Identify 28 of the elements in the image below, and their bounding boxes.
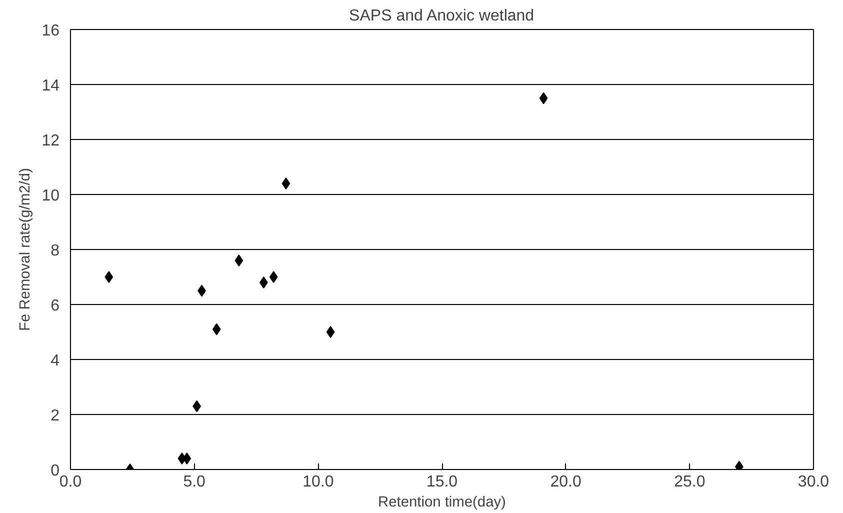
x-tick-label: 20.0 <box>550 474 582 490</box>
y-tick-label: 4 <box>50 352 60 370</box>
point <box>269 271 278 283</box>
x-tick-label: 0.0 <box>59 474 82 490</box>
y-tick-label: 8 <box>50 242 60 260</box>
point <box>182 452 192 464</box>
y-tick-label: 10 <box>42 188 60 204</box>
point <box>326 326 335 338</box>
y-tick-label: 6 <box>50 298 60 314</box>
point <box>212 323 221 336</box>
point <box>260 276 268 288</box>
y-tick-label: 12 <box>42 132 60 150</box>
point <box>539 92 548 104</box>
y-tick-label: 14 <box>42 78 60 94</box>
x-tick-label: 15.0 <box>426 474 458 490</box>
x-tick-label: 25.0 <box>674 474 706 490</box>
x-tick-label: 30.0 <box>798 474 830 490</box>
x-tick-label: 10.0 <box>302 474 334 490</box>
x-axis-title: Retention time(day) <box>378 494 506 510</box>
point <box>104 271 114 283</box>
point <box>234 254 244 266</box>
x-tick-label: 5.0 <box>183 474 206 490</box>
y-tick-label: 16 <box>42 22 60 40</box>
y-tick-label: 2 <box>50 408 60 424</box>
point <box>282 178 290 190</box>
y-axis-title: Fe Removal rate(g/m2/d) <box>18 168 34 331</box>
y-tick-label: 0 <box>50 462 60 480</box>
chart-title: SAPS and Anoxic wetland <box>349 8 534 24</box>
